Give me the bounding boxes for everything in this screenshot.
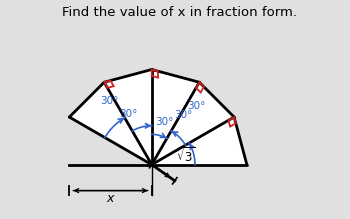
Polygon shape (152, 69, 199, 165)
Polygon shape (152, 82, 234, 165)
Polygon shape (152, 117, 247, 165)
Text: Find the value of x in fraction form.: Find the value of x in fraction form. (62, 6, 297, 19)
Text: 30°: 30° (187, 101, 206, 111)
Text: 30°: 30° (174, 110, 193, 120)
Polygon shape (104, 69, 152, 165)
Polygon shape (69, 82, 152, 165)
Text: $x$: $x$ (106, 192, 116, 205)
Text: 30°: 30° (100, 96, 119, 106)
Text: $\sqrt{3}$: $\sqrt{3}$ (176, 147, 196, 166)
Text: 30°: 30° (119, 109, 138, 119)
Text: 30°: 30° (156, 117, 174, 127)
